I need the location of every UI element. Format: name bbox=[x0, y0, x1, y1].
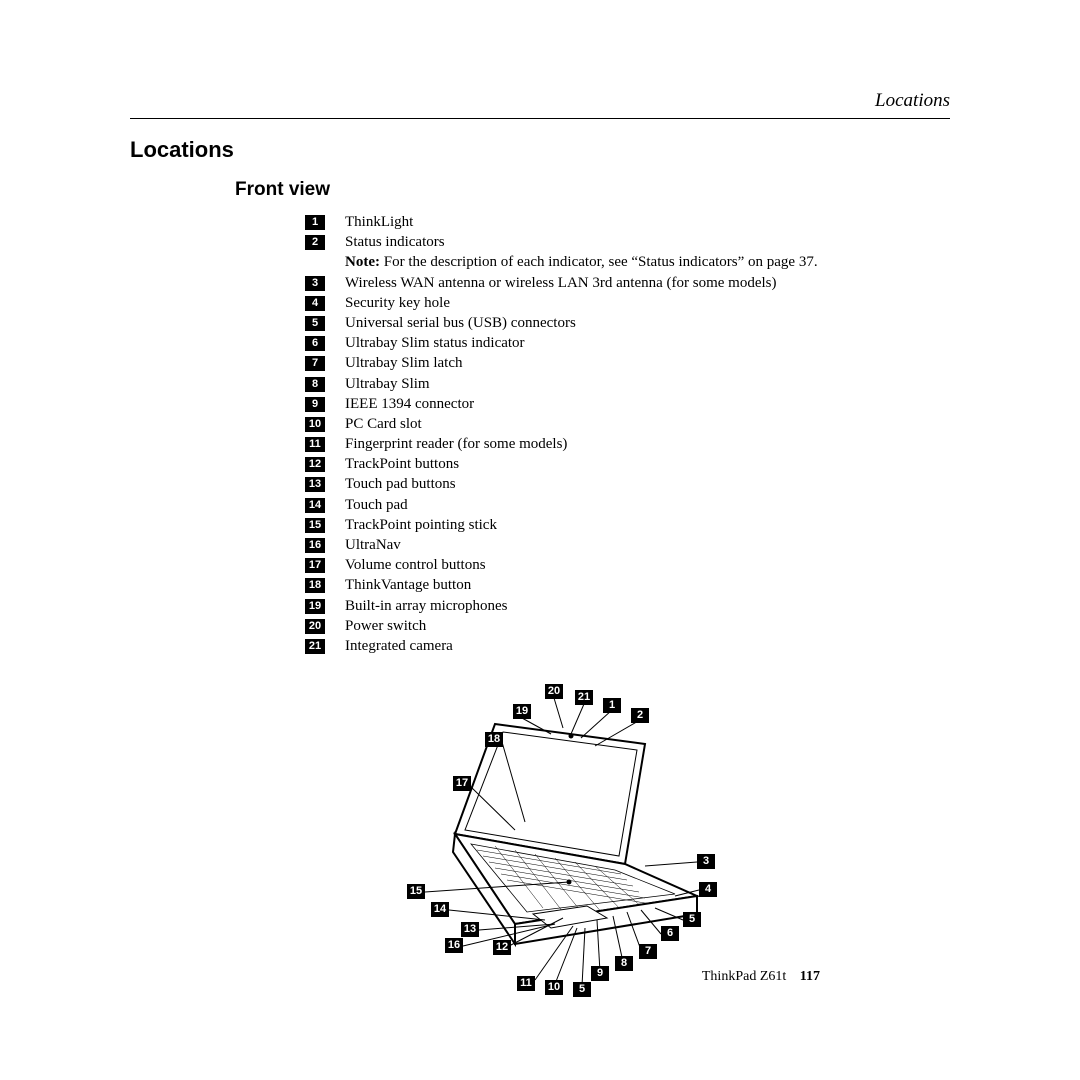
diagram-callout: 1 bbox=[603, 698, 621, 713]
page-footer: ThinkPad Z61t 117 bbox=[702, 969, 820, 985]
legend-row: 20 Power switch bbox=[305, 617, 950, 636]
legend-text: Ultrabay Slim status indicator bbox=[345, 334, 950, 353]
legend-list: 1 ThinkLight 2 Status indicatorsNote: For t… bbox=[305, 213, 950, 656]
legend-text: Ultrabay Slim latch bbox=[345, 354, 950, 373]
legend-row: 5 Universal serial bus (USB) connectors bbox=[305, 314, 950, 333]
legend-text: Universal serial bus (USB) connectors bbox=[345, 314, 950, 333]
legend-text: Security key hole bbox=[345, 294, 950, 313]
diagram-callout: 10 bbox=[545, 980, 563, 995]
legend-number-badge: 7 bbox=[305, 356, 325, 371]
laptop-illustration bbox=[345, 684, 735, 1004]
legend-text: Touch pad buttons bbox=[345, 475, 950, 494]
diagram-callout: 21 bbox=[575, 690, 593, 705]
legend-text: Fingerprint reader (for some models) bbox=[345, 435, 950, 454]
legend-number-badge: 20 bbox=[305, 619, 325, 634]
legend-text: PC Card slot bbox=[345, 415, 950, 434]
diagram-callout: 17 bbox=[453, 776, 471, 791]
diagram-callout: 5 bbox=[573, 982, 591, 997]
legend-row: 18 ThinkVantage button bbox=[305, 576, 950, 595]
footer-page-number: 117 bbox=[800, 969, 820, 984]
legend-number-badge: 8 bbox=[305, 377, 325, 392]
diagram-wrap: 20 21 1 19 2 18 17 3 15 4 14 5 13 6 16 12 789 11 10 5 bbox=[130, 684, 950, 1004]
legend-row: 14 Touch pad bbox=[305, 496, 950, 515]
diagram-callout: 6 bbox=[661, 926, 679, 941]
legend-number-badge: 9 bbox=[305, 397, 325, 412]
diagram-callout: 3 bbox=[697, 854, 715, 869]
header-rule bbox=[130, 118, 950, 119]
section-title: Locations bbox=[130, 137, 950, 163]
legend-number-badge: 16 bbox=[305, 538, 325, 553]
legend-row: 2 Status indicators bbox=[305, 233, 950, 252]
legend-number-badge: 2 bbox=[305, 235, 325, 250]
diagram-callout: 12 bbox=[493, 940, 511, 955]
legend-text: ThinkLight bbox=[345, 213, 950, 232]
legend-text: Ultrabay Slim bbox=[345, 375, 950, 394]
diagram-callout: 8 bbox=[615, 956, 633, 971]
legend-number-badge: 18 bbox=[305, 578, 325, 593]
legend-row: 11 Fingerprint reader (for some models) bbox=[305, 435, 950, 454]
legend-text: Touch pad bbox=[345, 496, 950, 515]
legend-row: 3 Wireless WAN antenna or wireless LAN 3r… bbox=[305, 274, 950, 293]
legend-number-badge: 6 bbox=[305, 336, 325, 351]
legend-text: Integrated camera bbox=[345, 637, 950, 656]
legend-text: Built-in array microphones bbox=[345, 597, 950, 616]
legend-number-badge: 3 bbox=[305, 276, 325, 291]
legend-row: 17 Volume control buttons bbox=[305, 556, 950, 575]
legend-number-badge: 19 bbox=[305, 599, 325, 614]
legend-text: Wireless WAN antenna or wireless LAN 3rd… bbox=[345, 274, 950, 293]
legend-number-badge: 11 bbox=[305, 437, 325, 452]
legend-row: 8 Ultrabay Slim bbox=[305, 375, 950, 394]
legend-text: UltraNav bbox=[345, 536, 950, 555]
legend-row: 6 Ultrabay Slim status indicator bbox=[305, 334, 950, 353]
legend-number-badge: 1 bbox=[305, 215, 325, 230]
legend-number-badge: 13 bbox=[305, 477, 325, 492]
legend-number-badge: 14 bbox=[305, 498, 325, 513]
diagram-callout: 4 bbox=[699, 882, 717, 897]
legend-text: TrackPoint pointing stick bbox=[345, 516, 950, 535]
legend-number-badge: 15 bbox=[305, 518, 325, 533]
diagram-callout: 13 bbox=[461, 922, 479, 937]
legend-text: Power switch bbox=[345, 617, 950, 636]
legend-note: Note: For the description of each indica… bbox=[305, 253, 950, 272]
legend-row: 12 TrackPoint buttons bbox=[305, 455, 950, 474]
diagram-callout: 20 bbox=[545, 684, 563, 699]
legend-number-badge: 17 bbox=[305, 558, 325, 573]
running-header: Locations bbox=[130, 90, 950, 112]
legend-number-badge: 10 bbox=[305, 417, 325, 432]
footer-model: ThinkPad Z61t bbox=[702, 969, 786, 984]
diagram-callout: 19 bbox=[513, 704, 531, 719]
legend-text: Volume control buttons bbox=[345, 556, 950, 575]
legend-row: 19 Built-in array microphones bbox=[305, 597, 950, 616]
legend-row: 15 TrackPoint pointing stick bbox=[305, 516, 950, 535]
legend-text: Status indicators bbox=[345, 233, 950, 252]
legend-number-badge: 4 bbox=[305, 296, 325, 311]
legend-row: 7 Ultrabay Slim latch bbox=[305, 354, 950, 373]
legend-row: 4 Security key hole bbox=[305, 294, 950, 313]
legend-number-badge: 12 bbox=[305, 457, 325, 472]
diagram-callout: 16 bbox=[445, 938, 463, 953]
diagram-callout: 18 bbox=[485, 732, 503, 747]
legend-row: 16 UltraNav bbox=[305, 536, 950, 555]
legend-row: 10 PC Card slot bbox=[305, 415, 950, 434]
legend-row: 1 ThinkLight bbox=[305, 213, 950, 232]
subsection-title: Front view bbox=[235, 179, 950, 201]
diagram-callout: 2 bbox=[631, 708, 649, 723]
legend-number-badge: 5 bbox=[305, 316, 325, 331]
diagram-callout: 7 bbox=[639, 944, 657, 959]
legend-row: 13 Touch pad buttons bbox=[305, 475, 950, 494]
page-root: Locations Locations Front view 1 ThinkLig… bbox=[130, 90, 950, 1040]
legend-row: 9 IEEE 1394 connector bbox=[305, 395, 950, 414]
legend-row: 21 Integrated camera bbox=[305, 637, 950, 656]
diagram-callout: 14 bbox=[431, 902, 449, 917]
legend-note-text: Note: For the description of each indica… bbox=[345, 253, 950, 272]
diagram-callout: 9 bbox=[591, 966, 609, 981]
diagram: 20 21 1 19 2 18 17 3 15 4 14 5 13 6 16 12 789 11 10 5 bbox=[345, 684, 735, 1004]
legend-text: IEEE 1394 connector bbox=[345, 395, 950, 414]
legend-text: ThinkVantage button bbox=[345, 576, 950, 595]
diagram-callout: 15 bbox=[407, 884, 425, 899]
legend-text: TrackPoint buttons bbox=[345, 455, 950, 474]
legend-number-badge: 21 bbox=[305, 639, 325, 654]
diagram-callout: 11 bbox=[517, 976, 535, 991]
diagram-callout: 5 bbox=[683, 912, 701, 927]
